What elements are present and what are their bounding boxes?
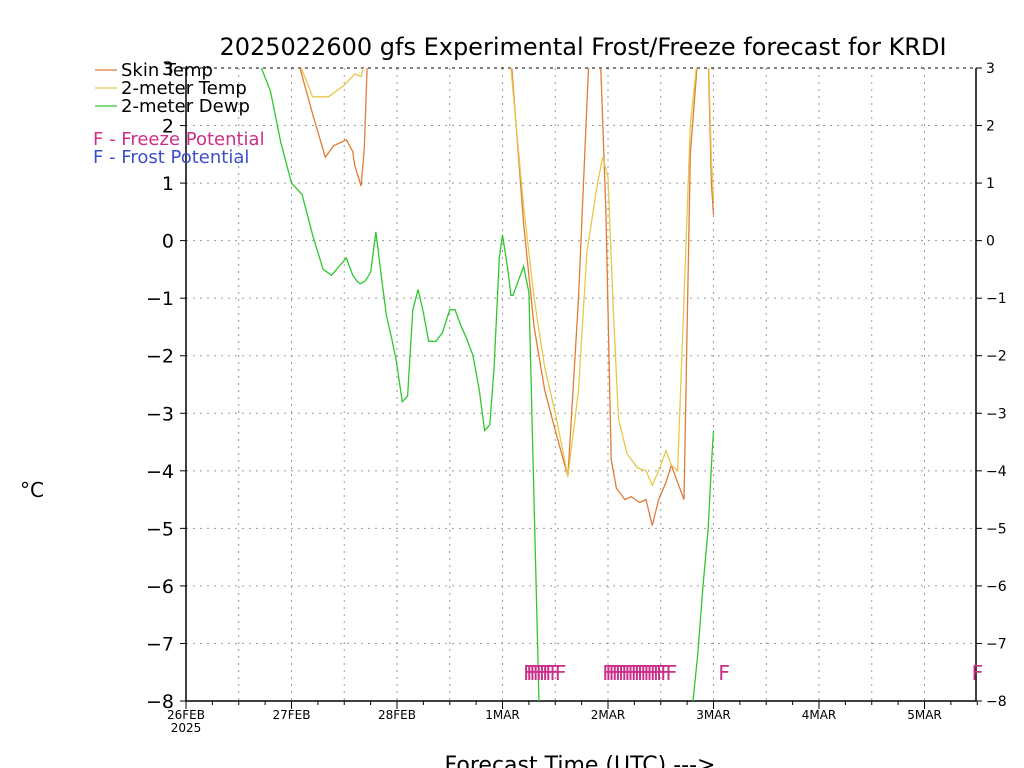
freeze-marker: F (615, 661, 627, 685)
freeze-marker: F (718, 661, 730, 685)
legend-freeze-potential: F - Freeze Potential (93, 129, 265, 150)
legend-label: 2-meter Dewp (121, 96, 250, 117)
legend-label: 2-meter Temp (121, 78, 247, 99)
freeze-marker: F (539, 661, 551, 685)
freeze-marker: F (665, 661, 677, 685)
y-tick-label-right: −2 (986, 349, 1007, 365)
freeze-marker: F (536, 661, 548, 685)
freeze-marker: F (646, 661, 658, 685)
freeze-marker: F (611, 661, 623, 685)
gridlines (186, 68, 976, 701)
y-tick-label-right: −8 (986, 694, 1007, 710)
freeze-marker: F (630, 661, 642, 685)
y-tick-label-left: −3 (146, 403, 174, 425)
y-tick-label-right: −5 (986, 521, 1007, 537)
y-tick-label-left: 0 (162, 231, 174, 253)
y-tick-label-left: −1 (146, 288, 174, 310)
y-tick-label-left: 2 (162, 116, 174, 138)
y-tick-label-right: −6 (986, 579, 1007, 595)
y-tick-label-left: −7 (146, 633, 174, 655)
series-lines (260, 68, 715, 701)
freeze-marker: F (555, 661, 567, 685)
y-tick-label-left: 1 (162, 173, 174, 195)
y-tick-label-right: −1 (986, 291, 1007, 307)
freeze-marker: F (643, 661, 655, 685)
y-tick-label-right: 0 (986, 234, 995, 250)
y-tick-label-left: 3 (162, 58, 174, 80)
y-tick-label-left: −5 (146, 518, 174, 540)
freeze-marker: F (529, 661, 541, 685)
freeze-marker: F (618, 661, 630, 685)
x-tick-label: 28FEB (378, 708, 416, 722)
freeze-marker: F (602, 661, 614, 685)
x-tick-label: 26FEB (167, 708, 205, 722)
freeze-marker: F (649, 661, 661, 685)
freeze-marker: F (656, 661, 668, 685)
axes: −8 −8 −7 −7 −6 −6 −5 −5 −4 −4 −3 −3 −2 −2 −1 −1 0 0 1 1 2 2 3 3… (146, 58, 1007, 735)
freeze-marker: F (634, 661, 646, 685)
freeze-marker: F (653, 661, 665, 685)
freeze-marker: F (532, 661, 544, 685)
freeze-marker: F (608, 661, 620, 685)
y-tick-label-left: −4 (146, 461, 174, 483)
series-line-2-meter-temp (300, 68, 715, 487)
y-tick-label-right: −7 (986, 636, 1007, 652)
freeze-marker: F (971, 661, 983, 685)
freeze-marker: F (640, 661, 652, 685)
freeze-marker: F (549, 661, 561, 685)
y-tick-label-right: −3 (986, 406, 1007, 422)
y-axis-label: °C (20, 478, 44, 502)
x-tick-label: 2MAR (591, 708, 626, 722)
series-line-2-meter-dewp (260, 68, 715, 701)
chart-title: 2025022600 gfs Experimental Frost/Freeze… (219, 33, 946, 61)
y-tick-label-left: −6 (146, 576, 174, 598)
x-tick-label: 27FEB (273, 708, 311, 722)
freeze-marker: F (660, 661, 672, 685)
freeze-marker: F (523, 661, 535, 685)
x-axis-label: Forecast Time (UTC) ---> (445, 753, 716, 768)
legend-label: Skin Temp (121, 60, 213, 81)
x-tick-label: 3MAR (696, 708, 731, 722)
y-tick-label-right: 3 (986, 61, 995, 77)
freeze-marker: F (621, 661, 633, 685)
x-tick-label: 5MAR (907, 708, 942, 722)
y-tick-label-left: −2 (146, 346, 174, 368)
y-tick-label-right: −4 (986, 464, 1007, 480)
freeze-marker: F (545, 661, 557, 685)
y-tick-label-right: 1 (986, 176, 995, 192)
freeze-marker: F (624, 661, 636, 685)
freeze-marker: F (542, 661, 554, 685)
x-tick-label: 4MAR (802, 708, 837, 722)
legend-frost-potential: F - Frost Potential (93, 147, 249, 168)
freeze-marker: F (526, 661, 538, 685)
x-tick-label: 1MAR (485, 708, 520, 722)
y-tick-label-right: 2 (986, 119, 995, 135)
freeze-marker: F (605, 661, 617, 685)
y-tick-label-left: −8 (146, 691, 174, 713)
x-tick-sublabel: 2025 (171, 721, 202, 735)
freeze-marker: F (627, 661, 639, 685)
freeze-marker: F (637, 661, 649, 685)
